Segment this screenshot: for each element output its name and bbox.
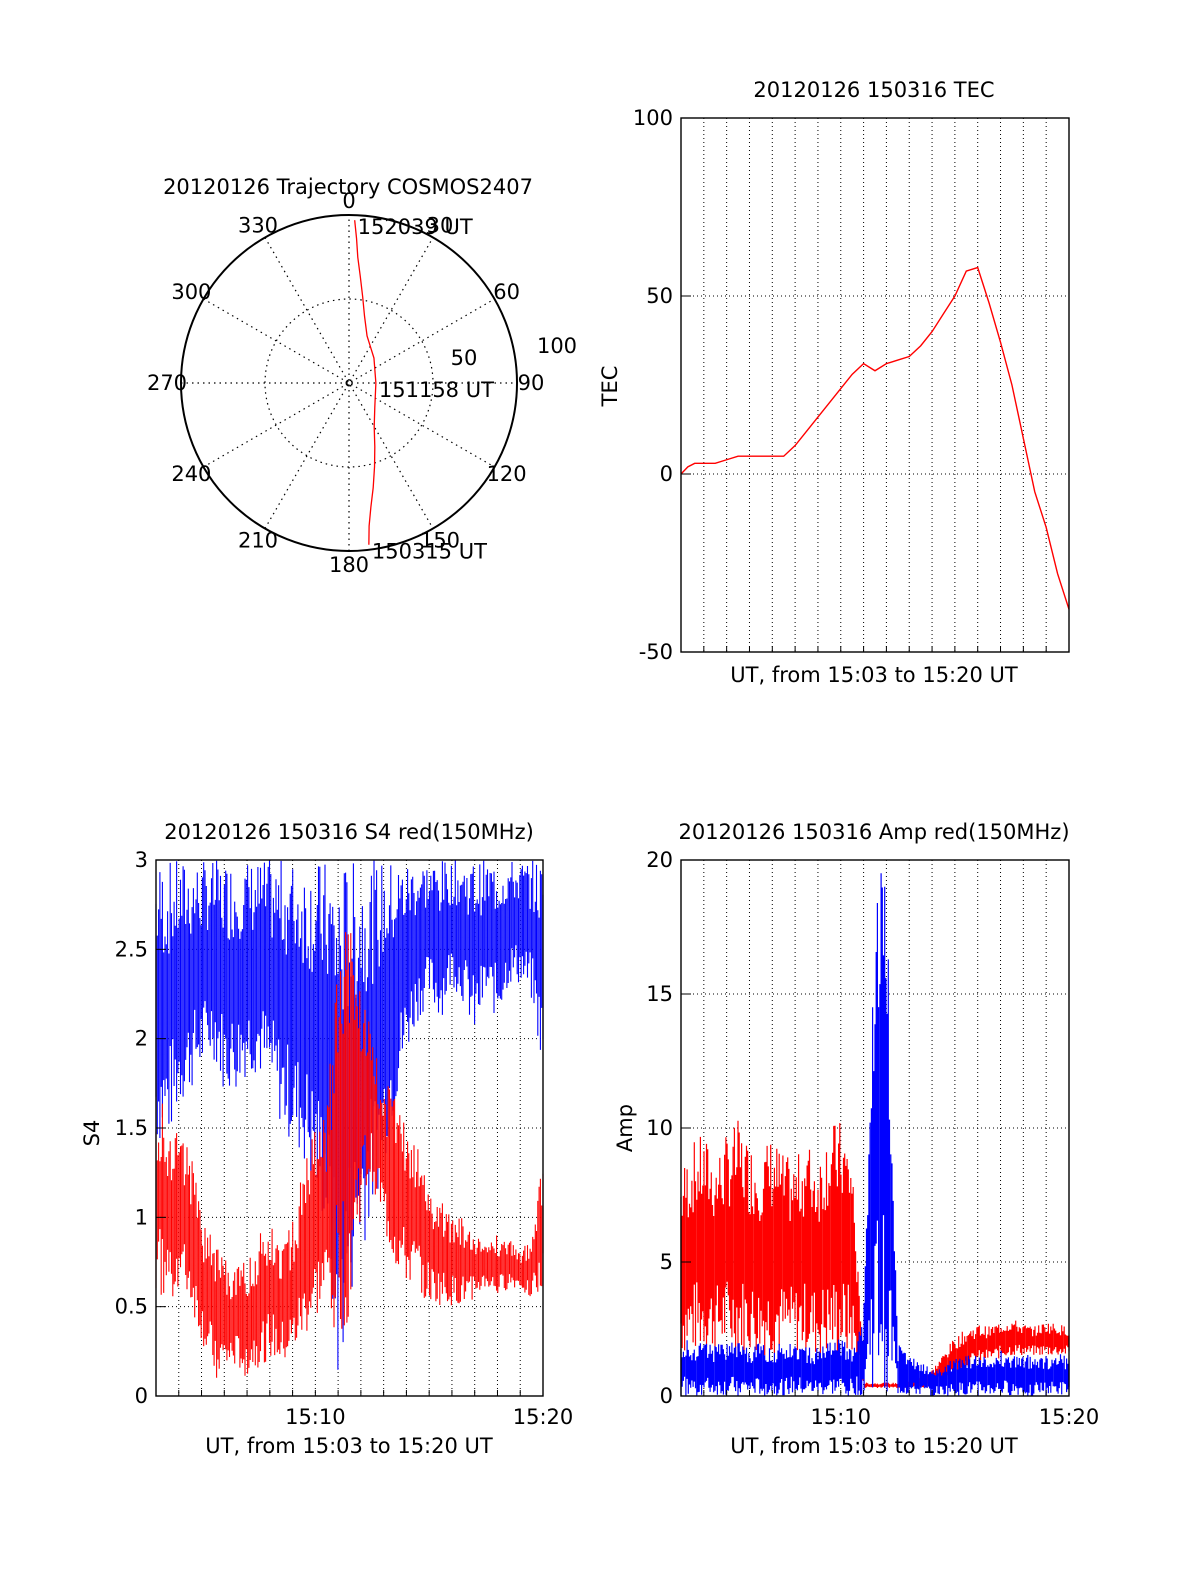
trajectory-time-label: 150315 UT: [372, 540, 487, 564]
polar-spoke: [264, 237, 434, 529]
y-tick-label: 15: [646, 982, 673, 1006]
s4-plot-area: 0 0.5 1 1.5 2 2.5 3 15:10 15:20: [115, 848, 574, 1429]
polar-trajectory: [354, 220, 377, 545]
polar-spoke: [203, 298, 495, 468]
y-tick-label: 50: [646, 284, 673, 308]
x-tick-label: 15:10: [810, 1405, 871, 1429]
polar-angle-tick-label: 270: [147, 371, 187, 395]
polar-annotations: 152039 UT 151158 UT 150315 UT: [358, 215, 494, 564]
y-tick-label: 0: [135, 1384, 148, 1408]
y-tick-label: 10: [646, 1116, 673, 1140]
polar-angle-tick-label: 0: [342, 189, 355, 213]
tec-title: 20120126 150316 TEC: [753, 78, 994, 102]
y-tick-label: 100: [633, 106, 673, 130]
x-tick-label: 15:20: [1039, 1405, 1100, 1429]
polar-radius-label: 50: [451, 346, 478, 370]
polar-angle-tick-label: 60: [493, 280, 520, 304]
y-tick-label: 5: [660, 1250, 673, 1274]
y-tick-label: 2: [135, 1027, 148, 1051]
y-tick-label: 1: [135, 1205, 148, 1229]
amp-panel: 20120126 150316 Amp red(150MHz) 0 5 10 15 20…: [613, 820, 1099, 1458]
polar-center: [345, 379, 353, 387]
polar-spoke: [264, 237, 434, 529]
series-line: [680, 266, 1070, 610]
y-tick-label: 3: [135, 848, 148, 872]
amp-plot-area: 0 5 10 15 20 15:10 15:20: [646, 848, 1099, 1429]
tec-ylabel: TEC: [598, 366, 622, 408]
amp-title: 20120126 150316 Amp red(150MHz): [678, 820, 1069, 844]
y-tick-label: -50: [639, 640, 673, 664]
polar-angle-tick-label: 300: [171, 280, 211, 304]
polar-trajectory-panel: 20120126 Trajectory COSMOS2407 0 30 60 90 12…: [147, 175, 577, 577]
polar-radius-label: 100: [537, 334, 577, 358]
tec-xlabel: UT, from 15:03 to 15:20 UT: [730, 663, 1018, 687]
trajectory-time-label: 151158 UT: [379, 378, 494, 402]
y-tick-label: 1.5: [115, 1116, 148, 1140]
polar-title: 20120126 Trajectory COSMOS2407: [163, 175, 533, 199]
polar-angle-tick-label: 150: [420, 529, 460, 553]
plot-frame: [680, 117, 1070, 653]
polar-angle-tick-label: 240: [171, 462, 211, 486]
polar-spoke: [203, 298, 495, 468]
s4-title: 20120126 150316 S4 red(150MHz): [164, 820, 534, 844]
s4-panel: 20120126 150316 S4 red(150MHz) 0 0.5 1 1.5 2…: [80, 820, 573, 1458]
polar-angle-tick-label: 210: [238, 529, 278, 553]
trajectory-line: [354, 220, 377, 545]
polar-angle-ticks: 0 30 60 90 120 150 180 210 240 270 300 330 50 100: [147, 189, 577, 577]
x-tick-label: 15:10: [285, 1405, 346, 1429]
s4-xlabel: UT, from 15:03 to 15:20 UT: [205, 1434, 493, 1458]
amp-ylabel: Amp: [613, 1104, 637, 1152]
polar-angle-tick-label: 30: [427, 213, 454, 237]
y-tick-label: 0: [660, 462, 673, 486]
tec-plot-area: -50 0 50 100: [633, 106, 1070, 664]
polar-inner-circle: [264, 298, 434, 468]
y-tick-label: 20: [646, 848, 673, 872]
s4-ylabel: S4: [80, 1120, 104, 1147]
tec-panel: 20120126 150316 TEC -50 0 50 100 UT, from 1…: [598, 78, 1070, 687]
polar-angle-tick-label: 90: [518, 371, 545, 395]
polar-angle-tick-label: 330: [238, 213, 278, 237]
trajectory-time-label: 152039 UT: [358, 215, 473, 239]
y-tick-label: 0: [660, 1384, 673, 1408]
y-tick-label: 2.5: [115, 937, 148, 961]
y-tick-label: 0.5: [115, 1295, 148, 1319]
polar-angle-tick-label: 180: [329, 553, 369, 577]
amp-xlabel: UT, from 15:03 to 15:20 UT: [730, 1434, 1018, 1458]
polar-grid: [180, 214, 518, 552]
polar-angle-tick-label: 120: [487, 462, 527, 486]
x-tick-label: 15:20: [513, 1405, 574, 1429]
